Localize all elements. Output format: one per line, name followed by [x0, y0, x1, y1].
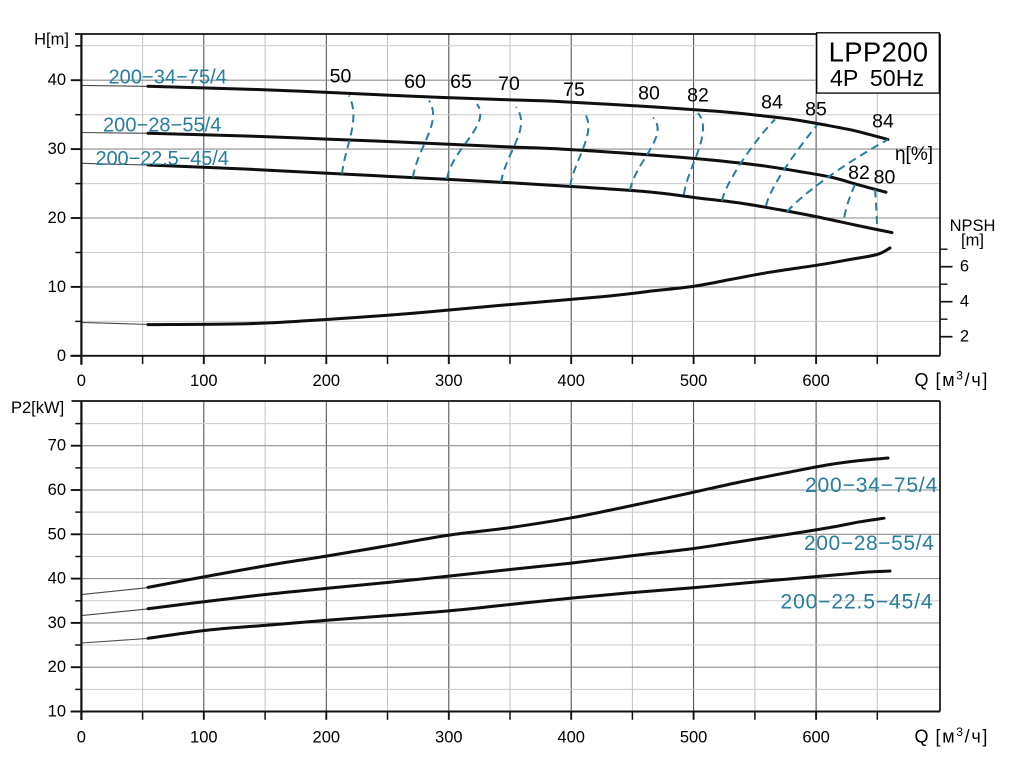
svg-text:200−28−55/4: 200−28−55/4	[103, 115, 221, 137]
svg-text:70: 70	[498, 73, 520, 95]
svg-text:400: 400	[557, 372, 585, 390]
svg-text:85: 85	[805, 99, 827, 121]
svg-text:84: 84	[761, 91, 783, 113]
svg-text:200−22.5−45/4: 200−22.5−45/4	[96, 148, 229, 170]
svg-text:20: 20	[48, 658, 66, 676]
svg-text:30: 30	[48, 614, 66, 632]
svg-text:70: 70	[48, 437, 66, 455]
svg-text:100: 100	[190, 728, 218, 746]
svg-text:10: 10	[48, 278, 66, 296]
svg-text:84: 84	[872, 111, 894, 133]
svg-text:H[m]: H[m]	[34, 30, 69, 48]
svg-text:6: 6	[960, 258, 969, 276]
svg-text:4P 50Hz: 4P 50Hz	[830, 65, 924, 91]
svg-text:400: 400	[557, 728, 585, 746]
svg-text:η[%]: η[%]	[895, 144, 933, 165]
svg-text:50: 50	[330, 66, 352, 88]
svg-text:10: 10	[48, 703, 66, 721]
svg-text:Q [м3/ч]: Q [м3/ч]	[915, 725, 990, 747]
svg-text:200−22.5−45/4: 200−22.5−45/4	[781, 591, 934, 614]
svg-text:500: 500	[680, 728, 708, 746]
svg-text:30: 30	[48, 140, 66, 158]
svg-text:75: 75	[563, 79, 585, 101]
svg-text:P2[kW]: P2[kW]	[11, 399, 64, 417]
svg-text:0: 0	[57, 347, 66, 365]
svg-text:300: 300	[435, 728, 463, 746]
svg-text:Q [м3/ч]: Q [м3/ч]	[915, 369, 990, 391]
svg-text:65: 65	[450, 71, 472, 93]
svg-text:600: 600	[802, 728, 830, 746]
svg-text:20: 20	[48, 209, 66, 227]
svg-text:40: 40	[48, 570, 66, 588]
svg-text:200: 200	[313, 372, 341, 390]
svg-text:50: 50	[48, 525, 66, 543]
svg-text:80: 80	[874, 166, 896, 188]
svg-text:200: 200	[313, 728, 341, 746]
svg-text:80: 80	[638, 83, 660, 105]
svg-text:82: 82	[848, 162, 870, 184]
svg-text:40: 40	[48, 71, 66, 89]
svg-text:4: 4	[960, 293, 969, 311]
svg-text:NPSH: NPSH	[950, 217, 996, 235]
svg-text:82: 82	[687, 85, 709, 107]
svg-text:60: 60	[48, 481, 66, 499]
svg-text:LPP200: LPP200	[829, 37, 929, 68]
svg-text:200−28−55/4: 200−28−55/4	[804, 532, 934, 555]
svg-text:0: 0	[77, 372, 86, 390]
svg-text:100: 100	[190, 372, 218, 390]
svg-text:600: 600	[802, 372, 830, 390]
svg-text:[m]: [m]	[961, 232, 984, 250]
svg-text:2: 2	[960, 328, 969, 346]
svg-text:200−34−75/4: 200−34−75/4	[109, 67, 227, 89]
svg-text:0: 0	[77, 728, 86, 746]
svg-text:500: 500	[680, 372, 708, 390]
svg-text:300: 300	[435, 372, 463, 390]
svg-text:200−34−75/4: 200−34−75/4	[805, 474, 938, 497]
svg-text:60: 60	[404, 71, 426, 93]
